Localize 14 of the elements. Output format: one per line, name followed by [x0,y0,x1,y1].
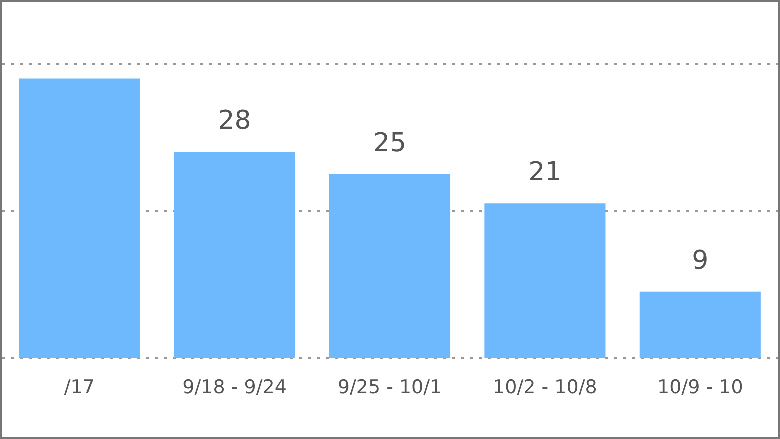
bar [484,204,606,358]
data-label: 21 [528,158,562,188]
x-tick-label: 10/9 - 10 [658,376,744,398]
bar [19,78,140,358]
x-tick-label: 9/25 - 10/1 [338,376,442,398]
data-label: 25 [373,128,407,158]
x-tick-label: /17 [64,376,95,398]
bar [329,174,451,358]
bar [174,152,296,358]
x-tick-label: 9/18 - 9/24 [182,376,287,398]
bar [640,292,761,358]
data-label: 28 [218,106,252,136]
data-label: 9 [692,246,709,276]
x-tick-label: 10/2 - 10/8 [493,376,598,398]
